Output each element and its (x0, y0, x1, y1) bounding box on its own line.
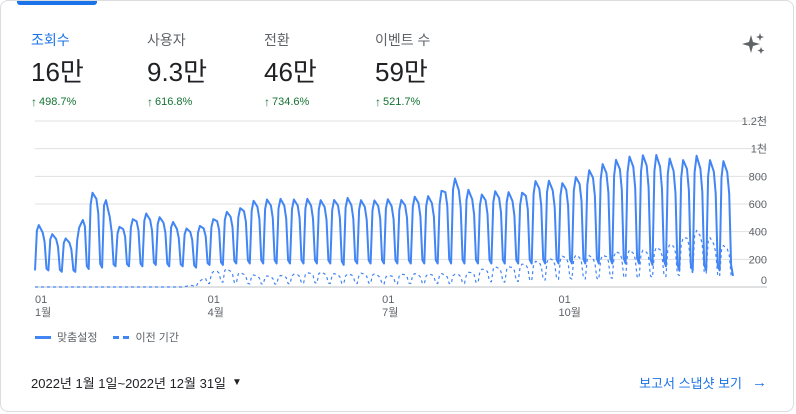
caret-down-icon: ▼ (232, 377, 242, 388)
metric-change-value: 521.7% (383, 96, 421, 108)
metric-tab-users[interactable]: 사용자 9.3만 ↑ 616.8% (147, 31, 207, 109)
series-line-previous (35, 229, 734, 288)
metric-change: ↑ 734.6% (264, 95, 317, 109)
metric-value: 59만 (375, 57, 428, 87)
metric-label: 조회수 (31, 32, 70, 48)
arrow-right-icon: → (752, 374, 767, 391)
metric-change-value: 616.8% (155, 96, 193, 108)
y-tick-label: 600 (749, 199, 767, 211)
metric-change: ↑ 521.7% (375, 95, 430, 109)
metric-tab-views[interactable]: 조회수 16만 ↑ 498.7% (31, 31, 84, 109)
x-tick-label: 01 (382, 294, 394, 306)
legend-label: 맞춤설정 (57, 332, 98, 344)
x-tick-label: 1월 (35, 306, 51, 319)
metric-change: ↑ 616.8% (147, 95, 207, 109)
y-tick-label: 1천 (751, 142, 767, 156)
x-tick-label: 10월 (559, 306, 581, 319)
metric-change: ↑ 498.7% (31, 95, 84, 109)
x-tick-label: 01 (559, 294, 571, 306)
y-tick-label: 0 (761, 275, 767, 287)
metric-change-value: 498.7% (39, 96, 77, 108)
x-tick-label: 7월 (382, 306, 398, 319)
x-tick-label: 01 (208, 294, 220, 306)
metric-tab-conversions[interactable]: 전환 46만 ↑ 734.6% (264, 31, 317, 109)
y-tick-label: 1.2천 (742, 114, 767, 128)
legend-item-previous: 이전 기간 (113, 329, 179, 345)
metric-label: 전환 (264, 32, 290, 48)
metric-label: 이벤트 수 (375, 32, 431, 48)
metric-change-value: 734.6% (272, 96, 310, 108)
legend-item-current: 맞춤설정 (35, 329, 97, 345)
view-report-snapshot-link[interactable]: 보고서 스냅샷 보기 → (639, 373, 767, 392)
date-range-text: 2022년 1월 1일~2022년 12월 31일 (31, 376, 227, 391)
line-chart: 0 200 400 600 800 1천 1.2천 01 1월 01 4월 01 7월 01 10월 (1, 101, 793, 331)
metric-tab-event-count[interactable]: 이벤트 수 59만 ↑ 521.7% (375, 31, 430, 109)
y-tick-label: 800 (749, 171, 767, 183)
y-tick-label: 200 (749, 254, 767, 266)
metric-label: 사용자 (147, 32, 186, 48)
metric-value: 46만 (264, 57, 317, 87)
date-range-picker[interactable]: 2022년 1월 1일~2022년 12월 31일 ▼ (31, 373, 242, 392)
arrow-up-icon: ↑ (375, 95, 381, 109)
arrow-up-icon: ↑ (31, 95, 37, 109)
legend-solid-swatch (35, 335, 51, 339)
arrow-up-icon: ↑ (147, 95, 153, 109)
arrow-up-icon: ↑ (264, 95, 270, 109)
series-line-current (34, 154, 734, 277)
active-tab-indicator (17, 1, 97, 5)
sparkle-icon[interactable] (741, 31, 767, 57)
y-tick-label: 400 (749, 227, 767, 239)
legend-dashed-swatch (113, 335, 130, 339)
report-link-text: 보고서 스냅샷 보기 (639, 376, 742, 391)
x-tick-label: 4월 (208, 306, 224, 319)
metric-value: 16만 (31, 57, 84, 87)
metric-value: 9.3만 (147, 57, 208, 87)
x-tick-label: 01 (35, 294, 47, 306)
chart-legend: 맞춤설정 이전 기간 (35, 329, 179, 345)
legend-label: 이전 기간 (135, 332, 180, 344)
